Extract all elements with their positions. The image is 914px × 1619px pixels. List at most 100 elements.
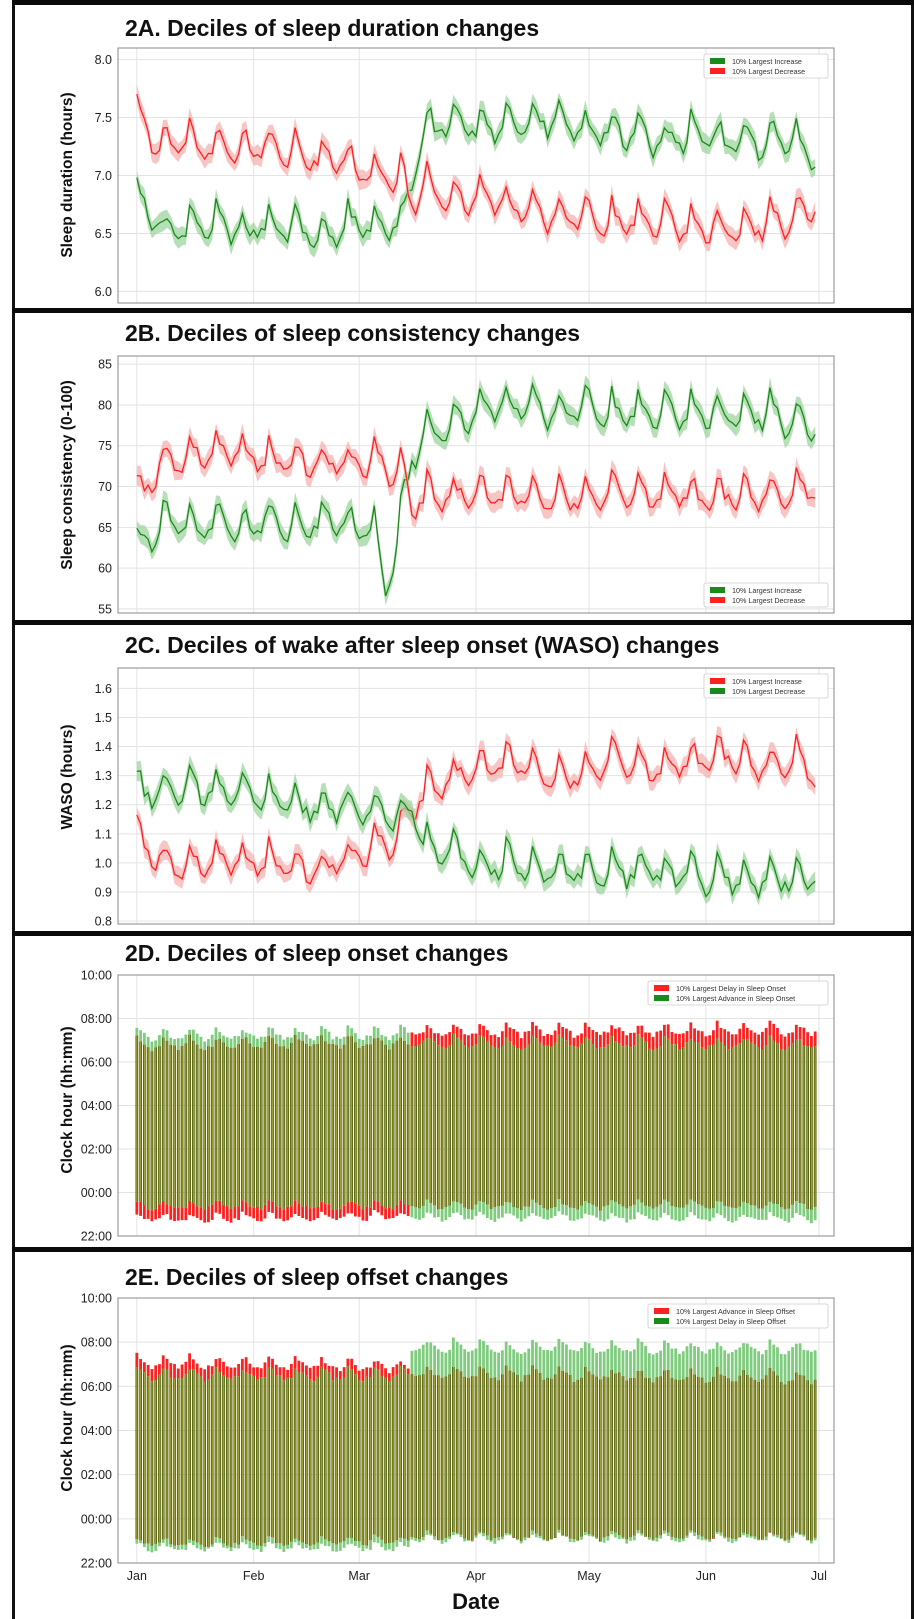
bar-upper-segment [384,1036,387,1045]
bar-upper-segment [561,1342,565,1371]
bar-upper-segment [761,1031,764,1050]
bar-lower-segment [602,1206,606,1222]
bar-lower-segment [433,1536,436,1540]
bar-lower-segment [244,1539,248,1545]
bar-upper-segment [240,1030,244,1039]
bar-upper-segment [327,1365,331,1373]
bar-upper-segment [184,1361,188,1375]
bar-lower-segment [512,1537,516,1539]
bar-upper-segment [335,1036,338,1046]
bar-lower-segment [229,1209,233,1223]
bar-lower-segment [809,1540,813,1544]
bar-upper-segment [410,1032,414,1047]
bar-upper-segment [271,1358,274,1369]
bar-upper-segment [659,1350,663,1377]
bar-lower-segment [421,1536,425,1541]
plot-area [136,84,816,258]
bar-lower-segment [772,1203,776,1217]
bar-lower-segment [399,1537,403,1543]
bar-lower-segment [485,1204,489,1219]
bar-lower-segment [188,1539,191,1543]
bar-upper-segment [745,1343,749,1375]
bar-upper-segment [734,1349,738,1382]
bar-lower-segment [776,1203,779,1218]
bar-upper-segment [214,1027,218,1040]
bar-lower-segment [286,1544,289,1549]
bar-upper-segment [712,1030,715,1045]
bar-upper-segment [357,1370,361,1381]
bar-lower-segment [776,1534,779,1538]
bar-upper-segment [512,1349,516,1373]
bar-upper-segment [727,1353,730,1379]
bar-upper-segment [640,1341,644,1371]
legend-swatch [654,985,669,991]
bar-upper-segment [802,1027,806,1046]
bar-lower-segment [742,1201,745,1215]
bar-upper-segment [696,1030,700,1043]
bar-upper-segment [406,1032,410,1045]
bar-lower-segment [813,1206,817,1221]
bar-upper-segment [568,1349,572,1375]
bar-upper-segment [244,1357,248,1373]
bar-lower-segment [674,1537,678,1542]
bar-lower-segment [335,1544,338,1552]
bar-upper-segment [708,1349,712,1382]
bar-upper-segment [350,1358,354,1370]
bar-lower-segment [512,1207,516,1216]
bar-lower-segment [316,1542,320,1549]
panel-a: 2A. Deciles of sleep duration changes Sle… [59,15,835,304]
bar-lower-segment [448,1536,452,1540]
y-axis-label: WASO (hours) [59,724,76,829]
bar-upper-segment [508,1027,512,1042]
bar-upper-segment [150,1369,154,1382]
bar-upper-segment [380,1363,384,1377]
bar-lower-segment [670,1536,674,1541]
bar-lower-segment [297,1540,301,1546]
bar-lower-segment [659,1535,663,1539]
bar-lower-segment [519,1541,523,1544]
bar-upper-segment [497,1352,501,1381]
bar-upper-segment [372,1026,376,1039]
bar-upper-segment [301,1032,305,1041]
y-tick-label: 06:00 [81,1056,112,1070]
bar-upper-segment [776,1027,779,1044]
bar-lower-segment [497,1206,501,1219]
bar-upper-segment [734,1034,738,1046]
bar-lower-segment [809,1209,813,1224]
plot-frame [117,974,835,1237]
bar-upper-segment [470,1350,474,1377]
y-tick-label: 6.5 [95,227,112,241]
bar-lower-segment [267,1200,271,1212]
bar-upper-segment [173,1363,176,1379]
bar-lower-segment [384,1208,387,1220]
bar-upper-segment [806,1350,810,1381]
bar-lower-segment [338,1542,342,1551]
bar-upper-segment [572,1350,576,1383]
bar-lower-segment [218,1200,222,1214]
bar-upper-segment [312,1040,316,1045]
bar-upper-segment [297,1031,301,1040]
bar-upper-segment [674,1033,678,1045]
bar-lower-segment [640,1533,644,1536]
bar-upper-segment [772,1023,776,1041]
bar-lower-segment [301,1206,305,1218]
bar-lower-segment [293,1538,297,1543]
bar-lower-segment [372,1200,376,1211]
bar-lower-segment [286,1206,289,1221]
plot-area [136,726,816,906]
bar-lower-segment [467,1208,470,1219]
bar-upper-segment [191,1029,195,1041]
bar-upper-segment [482,1340,485,1369]
bar-upper-segment [576,1351,580,1380]
bar-lower-segment [749,1535,753,1538]
bar-lower-segment [583,1532,587,1536]
bar-upper-segment [598,1351,602,1380]
series-line [136,733,816,885]
bar-upper-segment [414,1034,418,1047]
bar-upper-segment [572,1037,576,1047]
bar-lower-segment [278,1543,282,1550]
bar-upper-segment [282,1367,286,1381]
bar-lower-segment [271,1537,274,1544]
bar-upper-segment [614,1345,617,1374]
bar-lower-segment [504,1533,508,1536]
